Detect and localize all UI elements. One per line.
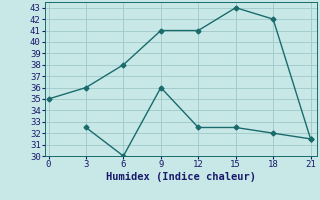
X-axis label: Humidex (Indice chaleur): Humidex (Indice chaleur)	[106, 172, 256, 182]
